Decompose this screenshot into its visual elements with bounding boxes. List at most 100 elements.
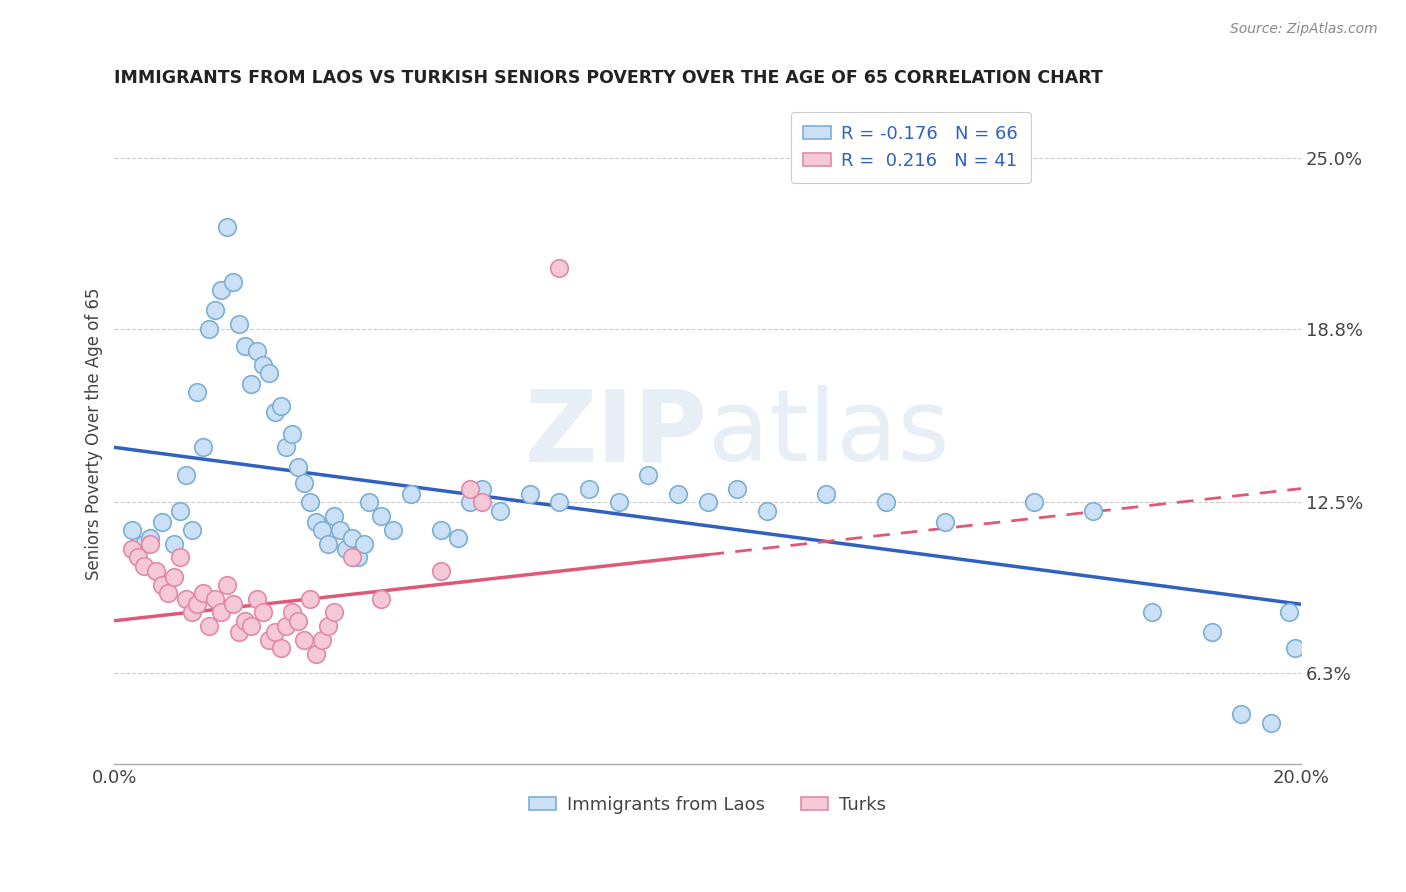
Point — [637, 467, 659, 482]
Point — [252, 606, 274, 620]
Point — [815, 487, 838, 501]
Point — [299, 591, 322, 606]
Point — [193, 441, 215, 455]
Point — [322, 606, 344, 620]
Point — [725, 482, 748, 496]
Point — [489, 503, 512, 517]
Point — [121, 542, 143, 557]
Point — [233, 338, 256, 352]
Point — [287, 459, 309, 474]
Point — [281, 606, 304, 620]
Point — [607, 495, 630, 509]
Point — [180, 523, 202, 537]
Point — [875, 495, 897, 509]
Point — [359, 495, 381, 509]
Point — [519, 487, 541, 501]
Point — [340, 550, 363, 565]
Point — [246, 591, 269, 606]
Point — [180, 606, 202, 620]
Point — [139, 536, 162, 550]
Point — [163, 536, 186, 550]
Y-axis label: Seniors Poverty Over the Age of 65: Seniors Poverty Over the Age of 65 — [86, 287, 103, 580]
Point — [217, 220, 239, 235]
Point — [174, 467, 197, 482]
Point — [270, 641, 292, 656]
Point — [299, 495, 322, 509]
Point — [292, 632, 315, 647]
Point — [370, 591, 392, 606]
Point — [1142, 606, 1164, 620]
Point — [246, 344, 269, 359]
Point — [696, 495, 718, 509]
Point — [228, 317, 250, 331]
Point — [270, 399, 292, 413]
Point — [121, 523, 143, 537]
Text: Source: ZipAtlas.com: Source: ZipAtlas.com — [1230, 22, 1378, 37]
Point — [382, 523, 405, 537]
Point — [209, 606, 232, 620]
Point — [1230, 707, 1253, 722]
Point — [311, 632, 333, 647]
Point — [276, 441, 298, 455]
Point — [292, 476, 315, 491]
Point — [150, 578, 173, 592]
Point — [186, 385, 208, 400]
Point — [340, 531, 363, 545]
Point — [163, 570, 186, 584]
Point — [127, 550, 149, 565]
Point — [228, 624, 250, 639]
Point — [150, 515, 173, 529]
Point — [447, 531, 470, 545]
Point — [281, 426, 304, 441]
Point — [311, 523, 333, 537]
Point — [169, 550, 191, 565]
Point — [322, 509, 344, 524]
Point — [460, 495, 482, 509]
Point — [1260, 715, 1282, 730]
Point — [316, 536, 339, 550]
Point — [193, 586, 215, 600]
Point — [239, 619, 262, 633]
Point — [471, 482, 494, 496]
Point — [329, 523, 352, 537]
Point — [548, 261, 571, 276]
Point — [666, 487, 689, 501]
Text: atlas: atlas — [707, 385, 949, 482]
Point — [1284, 641, 1306, 656]
Point — [263, 404, 285, 418]
Point — [335, 542, 357, 557]
Point — [217, 578, 239, 592]
Point — [399, 487, 422, 501]
Point — [305, 647, 328, 661]
Point — [548, 495, 571, 509]
Point — [353, 536, 375, 550]
Text: IMMIGRANTS FROM LAOS VS TURKISH SENIORS POVERTY OVER THE AGE OF 65 CORRELATION C: IMMIGRANTS FROM LAOS VS TURKISH SENIORS … — [114, 69, 1104, 87]
Point — [233, 614, 256, 628]
Point — [257, 632, 280, 647]
Point — [132, 536, 155, 550]
Point — [139, 531, 162, 545]
Point — [346, 550, 368, 565]
Point — [186, 597, 208, 611]
Point — [471, 495, 494, 509]
Legend: Immigrants from Laos, Turks: Immigrants from Laos, Turks — [522, 789, 893, 821]
Point — [239, 377, 262, 392]
Point — [1201, 624, 1223, 639]
Point — [460, 482, 482, 496]
Point — [1081, 503, 1104, 517]
Text: ZIP: ZIP — [524, 385, 707, 482]
Point — [370, 509, 392, 524]
Point — [287, 614, 309, 628]
Point — [204, 591, 226, 606]
Point — [252, 358, 274, 372]
Point — [429, 523, 451, 537]
Point — [934, 515, 956, 529]
Point — [316, 619, 339, 633]
Point — [132, 558, 155, 573]
Point — [198, 322, 221, 336]
Point — [263, 624, 285, 639]
Point — [222, 275, 245, 289]
Point — [755, 503, 778, 517]
Point — [145, 564, 167, 578]
Point — [209, 284, 232, 298]
